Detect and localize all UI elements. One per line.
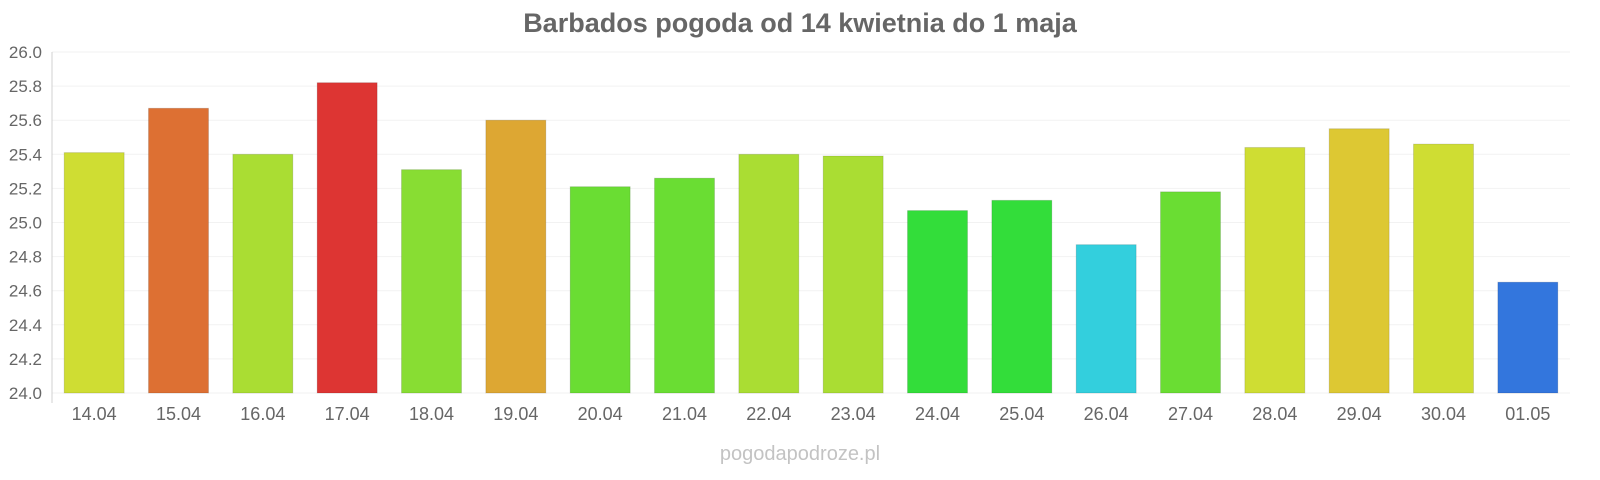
bar-01.05	[1497, 281, 1559, 394]
x-tick-label: 22.04	[746, 404, 791, 424]
y-tick-label: 25.6	[9, 111, 42, 130]
x-tick-label: 25.04	[999, 404, 1044, 424]
x-tick-label: 18.04	[409, 404, 454, 424]
y-tick-label: 25.2	[9, 179, 42, 198]
bar-25.04	[991, 199, 1053, 394]
x-tick-label: 20.04	[578, 404, 623, 424]
x-tick-label: 17.04	[325, 404, 370, 424]
bar-26.04	[1075, 244, 1137, 394]
bar-18.04	[401, 169, 462, 394]
x-tick-label: 15.04	[156, 404, 201, 424]
bar-24.04	[907, 210, 968, 394]
grid-lines	[52, 51, 1570, 394]
x-tick-label: 16.04	[240, 404, 285, 424]
bar-14.04	[63, 152, 125, 394]
bar-22.04	[738, 153, 800, 394]
chart-title: Barbados pogoda od 14 kwietnia do 1 maja	[523, 8, 1078, 38]
y-tick-label: 24.6	[9, 282, 42, 301]
y-tick-label: 24.4	[9, 316, 42, 335]
bar-23.04	[822, 155, 884, 394]
bar-30.04	[1413, 143, 1474, 394]
watermark-credit: pogodapodroze.pl	[720, 443, 880, 465]
bar-16.04	[232, 153, 294, 394]
bars	[63, 82, 1559, 394]
bar-28.04	[1244, 146, 1306, 394]
y-tick-label: 24.0	[9, 384, 42, 403]
y-tick-label: 24.8	[9, 248, 42, 267]
x-tick-label: 23.04	[831, 404, 876, 424]
x-tick-label: 28.04	[1252, 404, 1297, 424]
x-tick-label: 14.04	[72, 404, 117, 424]
y-tick-label: 26.0	[9, 43, 42, 62]
x-tick-label: 29.04	[1337, 404, 1382, 424]
x-tick-label: 21.04	[662, 404, 707, 424]
bar-27.04	[1160, 191, 1221, 394]
bar-29.04	[1328, 128, 1390, 394]
x-axis-ticks: 14.04 15.04 16.04 17.04 18.04 19.04 20.04 21.04…	[72, 404, 1551, 424]
bar-19.04	[485, 119, 547, 394]
x-tick-label: 24.04	[915, 404, 960, 424]
x-tick-label: 27.04	[1168, 404, 1213, 424]
y-axis-ticks: 24.0 24.2 24.4 24.6 24.8 25.0 25.2 25.4 25.6 25.8…	[9, 43, 42, 403]
x-tick-label: 26.04	[1084, 404, 1129, 424]
y-tick-label: 25.0	[9, 214, 42, 233]
x-tick-label: 19.04	[493, 404, 538, 424]
y-tick-label: 25.8	[9, 77, 42, 96]
bar-20.04	[569, 186, 631, 394]
bar-17.04	[316, 82, 378, 394]
bar-21.04	[654, 177, 715, 394]
y-tick-label: 24.2	[9, 350, 42, 369]
x-tick-label: 30.04	[1421, 404, 1466, 424]
y-tick-label: 25.4	[9, 145, 42, 164]
bar-15.04	[148, 107, 209, 394]
x-tick-label: 01.05	[1505, 404, 1550, 424]
